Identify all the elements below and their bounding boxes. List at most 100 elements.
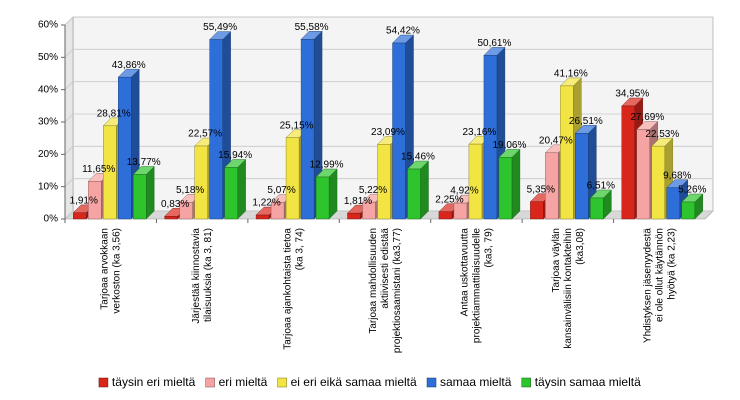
bar — [666, 187, 680, 220]
bar-side — [511, 148, 521, 220]
bar — [362, 201, 376, 220]
bar — [255, 214, 270, 220]
x-tick-line: Tarjoaa ajankohtaista tietoa — [282, 228, 293, 350]
data-label: 4,92% — [450, 186, 478, 197]
bar — [224, 167, 238, 220]
data-label: 5,22% — [359, 185, 387, 196]
y-tick-label: 50% — [38, 52, 58, 63]
legend-label: samaa mieltä — [440, 375, 512, 389]
bar — [590, 197, 604, 220]
data-label: 23,09% — [371, 127, 405, 138]
x-tick-line: projektiosaamistani (ka3,77) — [392, 228, 403, 353]
data-label: 5,26% — [678, 185, 706, 196]
bar — [270, 202, 285, 220]
x-tick-label: Tarjoaa mahdollisuudenaktiivisesti edist… — [368, 228, 403, 353]
data-label: 15,46% — [401, 152, 435, 163]
legend-swatch — [521, 377, 531, 388]
bar — [194, 145, 208, 220]
data-label: 1,91% — [70, 195, 98, 206]
data-label: 19,06% — [492, 140, 526, 151]
x-tick-line: Yhdistyksen jäsenyydestä — [642, 228, 653, 344]
x-tick-line: (ka3,08) — [574, 228, 585, 265]
bar — [438, 211, 453, 220]
legend-item: eri mieltä — [205, 375, 268, 389]
x-tick-line: aktiivisesti edistää — [380, 228, 391, 309]
legend-item: täysin eri mieltä — [98, 375, 196, 389]
bar — [73, 212, 87, 220]
legend-swatch — [426, 377, 437, 388]
bar — [498, 157, 513, 220]
legend-label: täysin samaa mieltä — [535, 375, 641, 389]
x-tick-label: Tarjoaa arvokkaanverkoston (ka 3,56) — [99, 228, 122, 314]
bar — [103, 125, 117, 220]
x-tick-label: Yhdistyksen jäsenyydestäei ole ollut käy… — [642, 228, 677, 344]
data-label: 15,94% — [218, 150, 252, 161]
bar — [209, 39, 223, 220]
x-tick-line: Tarjoaa mahdollisuuden — [368, 228, 379, 334]
x-tick-label: Tarjoaa väylänkansainvälisiin kontakteih… — [550, 228, 585, 349]
data-label: 25,15% — [280, 120, 314, 131]
bar — [636, 129, 650, 220]
bar — [164, 216, 178, 220]
x-tick-line: hyötyä (ka 2,23) — [666, 228, 677, 300]
data-label: 41,16% — [554, 69, 588, 80]
x-tick-line: (ka3, 79) — [483, 228, 494, 267]
data-label: 20,47% — [539, 135, 573, 146]
x-tick-line: (ka 3, 74) — [294, 228, 305, 270]
legend-swatch — [98, 377, 109, 388]
bar — [179, 202, 193, 220]
bar — [407, 168, 421, 220]
data-label: 22,53% — [645, 129, 679, 140]
data-label: 34,95% — [615, 89, 649, 100]
x-tick-label: Tarjoaa ajankohtaista tietoa(ka 3, 74) — [282, 228, 305, 350]
data-label: 5,18% — [176, 185, 204, 196]
data-label: 13,77% — [127, 157, 161, 168]
y-tick-label: 60% — [38, 20, 58, 31]
grid-line — [64, 16, 713, 26]
data-label: 23,16% — [462, 127, 496, 138]
x-tick-line: verkoston (ka 3,56) — [111, 228, 122, 314]
x-tick-line: Järjestää kiinnostavia — [191, 228, 202, 324]
bar — [88, 181, 102, 220]
bar — [118, 76, 132, 220]
bar — [468, 143, 483, 220]
legend-item: täysin samaa mieltä — [521, 375, 641, 389]
data-label: 1,81% — [344, 196, 372, 207]
data-label: 54,42% — [386, 26, 420, 37]
y-tick-label: 30% — [38, 117, 58, 128]
x-tick-line: Antaa uskottavuutta — [459, 228, 470, 317]
legend-swatch — [277, 377, 287, 388]
data-label: 5,35% — [527, 184, 555, 195]
bar — [377, 144, 391, 220]
data-label: 28,81% — [97, 108, 131, 119]
x-tick-line: ei ole ollut käytännön — [654, 228, 665, 322]
data-label: 11,65% — [82, 164, 115, 175]
bar — [530, 201, 544, 220]
legend-item: samaa mieltä — [426, 375, 512, 389]
data-label: 5,07% — [267, 185, 295, 196]
bar-side — [237, 158, 246, 220]
bar — [560, 85, 574, 220]
x-tick-label: Järjestää kiinnostaviatilaisuuksia (ka 3… — [191, 228, 214, 324]
y-tick-label: 10% — [38, 181, 58, 192]
bar-side — [146, 165, 155, 220]
x-tick-line: Tarjoaa väylän — [550, 228, 561, 292]
x-tick-line: tilaisuuksia (ka 3, 81) — [203, 228, 214, 322]
bar — [575, 133, 589, 220]
bar — [133, 174, 147, 220]
bar — [347, 212, 361, 220]
data-label: 50,61% — [477, 38, 511, 49]
data-label: 9,68% — [663, 170, 691, 181]
x-tick-line: kansainvälisiin kontakteihin — [562, 228, 573, 349]
y-tick-label: 20% — [38, 149, 58, 160]
data-label: 1,22% — [252, 198, 280, 209]
bar — [392, 42, 406, 220]
data-label: 22,57% — [188, 129, 222, 140]
bar — [545, 152, 559, 220]
data-label: 43,86% — [112, 60, 146, 71]
bar — [681, 201, 695, 220]
bar — [651, 145, 665, 220]
data-label: 12,99% — [310, 160, 344, 171]
y-tick-label: 0% — [44, 214, 59, 225]
